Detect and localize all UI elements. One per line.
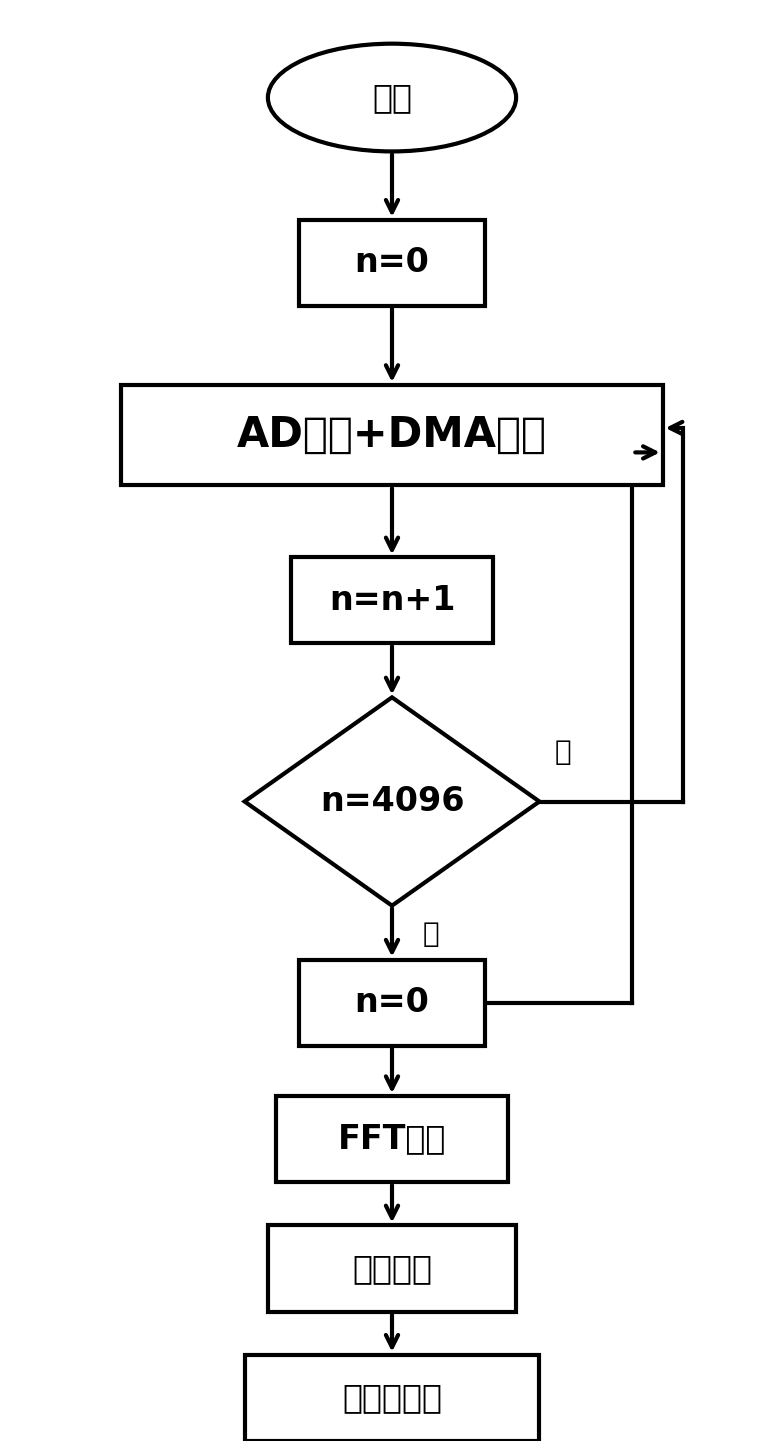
Ellipse shape	[268, 43, 516, 152]
Bar	[299, 959, 485, 1046]
Text: AD采集+DMA传输: AD采集+DMA传输	[237, 415, 547, 457]
Bar	[245, 1354, 539, 1441]
Text: 开始: 开始	[372, 81, 412, 114]
Text: 提取特征值: 提取特征值	[342, 1381, 442, 1415]
Text: n=0: n=0	[354, 246, 430, 279]
Text: n=n+1: n=n+1	[328, 584, 456, 617]
Text: n=0: n=0	[354, 985, 430, 1019]
Bar	[121, 384, 663, 486]
Bar	[268, 1225, 516, 1312]
Text: 是: 是	[423, 920, 440, 948]
Text: 否: 否	[555, 737, 572, 766]
Text: FFT计算: FFT计算	[338, 1123, 446, 1156]
Text: 频谱分析: 频谱分析	[352, 1251, 432, 1285]
Bar	[276, 1097, 508, 1182]
Text: n=4096: n=4096	[320, 785, 464, 818]
Polygon shape	[245, 698, 539, 906]
Bar	[299, 220, 485, 306]
Bar	[291, 558, 493, 643]
